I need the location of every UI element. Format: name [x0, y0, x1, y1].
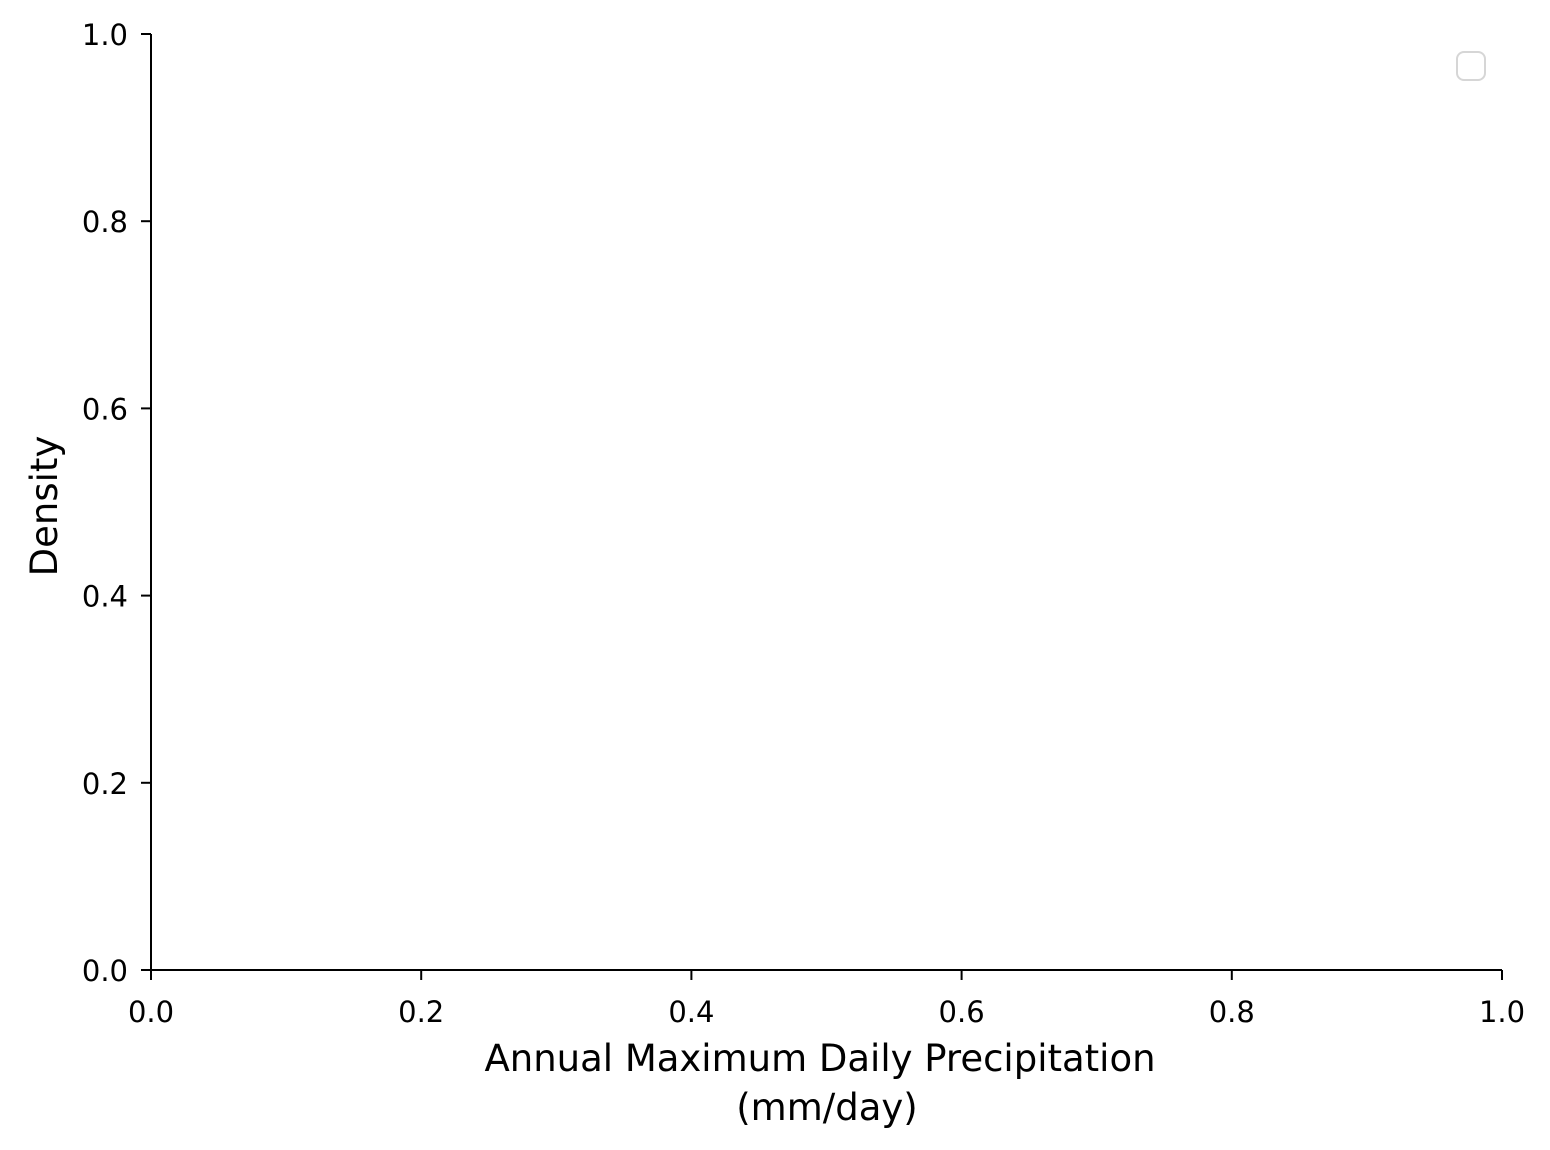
- y-axis-label: Density: [23, 436, 66, 577]
- x-tick-label: 1.0: [1479, 995, 1525, 1029]
- y-tick-label: 1.0: [82, 18, 128, 52]
- x-tick-label: 0.0: [128, 995, 174, 1029]
- y-tick-label: 0.8: [82, 205, 128, 239]
- y-tick-label: 0.4: [82, 580, 128, 614]
- y-tick-label: 0.6: [82, 392, 128, 426]
- y-tick-label: 0.0: [82, 954, 128, 988]
- x-tick-label: 0.8: [1209, 995, 1255, 1029]
- x-axis-label-line-2: (mm/day): [736, 1086, 917, 1129]
- x-tick-label: 0.4: [668, 995, 714, 1029]
- x-tick-label: 0.6: [939, 995, 985, 1029]
- y-tick-label: 0.2: [82, 767, 128, 801]
- ticks-layer: 0.0 0.2 0.4 0.6 0.8 1.0 0.0 0.2 0.4 0.6 0.8 1.0: [82, 18, 1525, 1029]
- x-tick-label: 0.2: [398, 995, 444, 1029]
- x-axis-label-line-1: Annual Maximum Daily Precipitation: [484, 1037, 1155, 1080]
- legend: [1456, 51, 1486, 81]
